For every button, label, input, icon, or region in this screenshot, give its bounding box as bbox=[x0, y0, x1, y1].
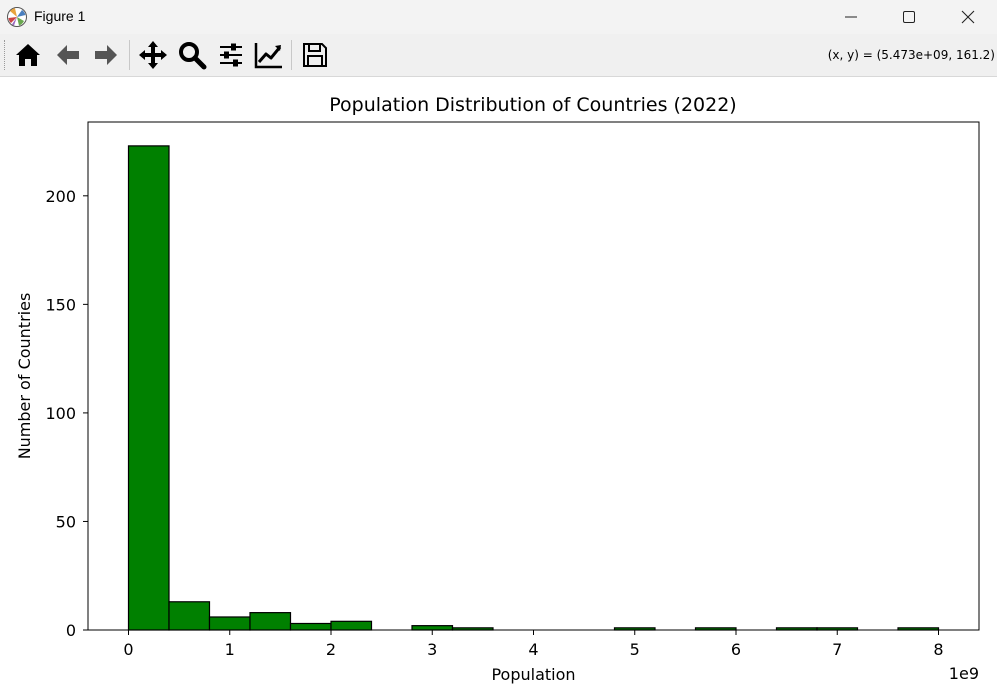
toolbar-separator bbox=[291, 40, 292, 70]
plot-area bbox=[87, 121, 980, 631]
navigation-toolbar: (x, y) = (5.473e+09, 161.2) bbox=[0, 34, 997, 77]
y-tick-label: 0 bbox=[66, 621, 76, 640]
x-axis-ticks: 0 1 2 3 4 5 6 7 8 bbox=[123, 630, 944, 659]
minimize-icon bbox=[845, 16, 857, 18]
y-axis-ticks: 0 50 100 150 200 bbox=[45, 187, 88, 640]
maximize-icon bbox=[903, 11, 915, 23]
y-tick-label: 150 bbox=[45, 295, 76, 314]
back-arrow-icon bbox=[57, 45, 79, 65]
x-tick-label: 4 bbox=[528, 640, 538, 659]
forward-arrow-icon bbox=[95, 45, 117, 65]
minimize-button[interactable] bbox=[822, 0, 880, 34]
chart-title: Population Distribution of Countries (20… bbox=[329, 94, 736, 116]
x-tick-label: 8 bbox=[933, 640, 943, 659]
save-icon bbox=[303, 43, 327, 67]
pan-button[interactable] bbox=[137, 39, 169, 71]
histogram-bar bbox=[208, 616, 251, 631]
toolbar-separator bbox=[129, 40, 130, 70]
home-icon bbox=[16, 44, 40, 66]
maximize-button[interactable] bbox=[880, 0, 938, 34]
x-tick-label: 7 bbox=[832, 640, 842, 659]
title-bar: Figure 1 bbox=[0, 0, 997, 34]
histogram-bar bbox=[330, 620, 373, 631]
y-tick-label: 50 bbox=[56, 512, 76, 531]
histogram-bar bbox=[249, 612, 292, 631]
window-title: Figure 1 bbox=[34, 8, 86, 24]
histogram-bar bbox=[411, 625, 454, 631]
forward-button[interactable] bbox=[90, 39, 122, 71]
x-tick-label: 2 bbox=[326, 640, 336, 659]
cursor-coordinates: (x, y) = (5.473e+09, 161.2) bbox=[827, 48, 995, 62]
x-axis-label: Population bbox=[491, 665, 575, 684]
figure-canvas[interactable]: Population Distribution of Countries (20… bbox=[0, 77, 997, 699]
y-tick-label: 100 bbox=[45, 404, 76, 423]
pan-icon bbox=[139, 41, 167, 69]
y-tick-label: 200 bbox=[45, 187, 76, 206]
histogram-bar bbox=[289, 622, 332, 631]
save-button[interactable] bbox=[299, 39, 331, 71]
toolbar-grip bbox=[4, 40, 7, 70]
zoom-icon bbox=[179, 42, 207, 70]
x-tick-label: 3 bbox=[427, 640, 437, 659]
zoom-button[interactable] bbox=[176, 39, 208, 71]
y-axis-label: Number of Countries bbox=[15, 293, 34, 460]
histogram-bar bbox=[127, 145, 170, 631]
x-axis-offset-label: 1e9 bbox=[949, 664, 979, 683]
x-tick-label: 1 bbox=[225, 640, 235, 659]
subplots-button[interactable] bbox=[215, 39, 247, 71]
subplots-icon bbox=[220, 43, 242, 67]
x-tick-label: 0 bbox=[123, 640, 133, 659]
back-button[interactable] bbox=[52, 39, 84, 71]
matplotlib-logo-icon bbox=[7, 7, 27, 27]
histogram-bars bbox=[127, 145, 940, 631]
x-tick-label: 6 bbox=[731, 640, 741, 659]
customize-button[interactable] bbox=[253, 39, 285, 71]
close-icon bbox=[961, 10, 975, 24]
x-tick-label: 5 bbox=[630, 640, 640, 659]
histogram-bar bbox=[168, 601, 211, 631]
home-button[interactable] bbox=[12, 39, 44, 71]
axes-edit-icon bbox=[254, 43, 282, 69]
close-button[interactable] bbox=[939, 0, 997, 34]
